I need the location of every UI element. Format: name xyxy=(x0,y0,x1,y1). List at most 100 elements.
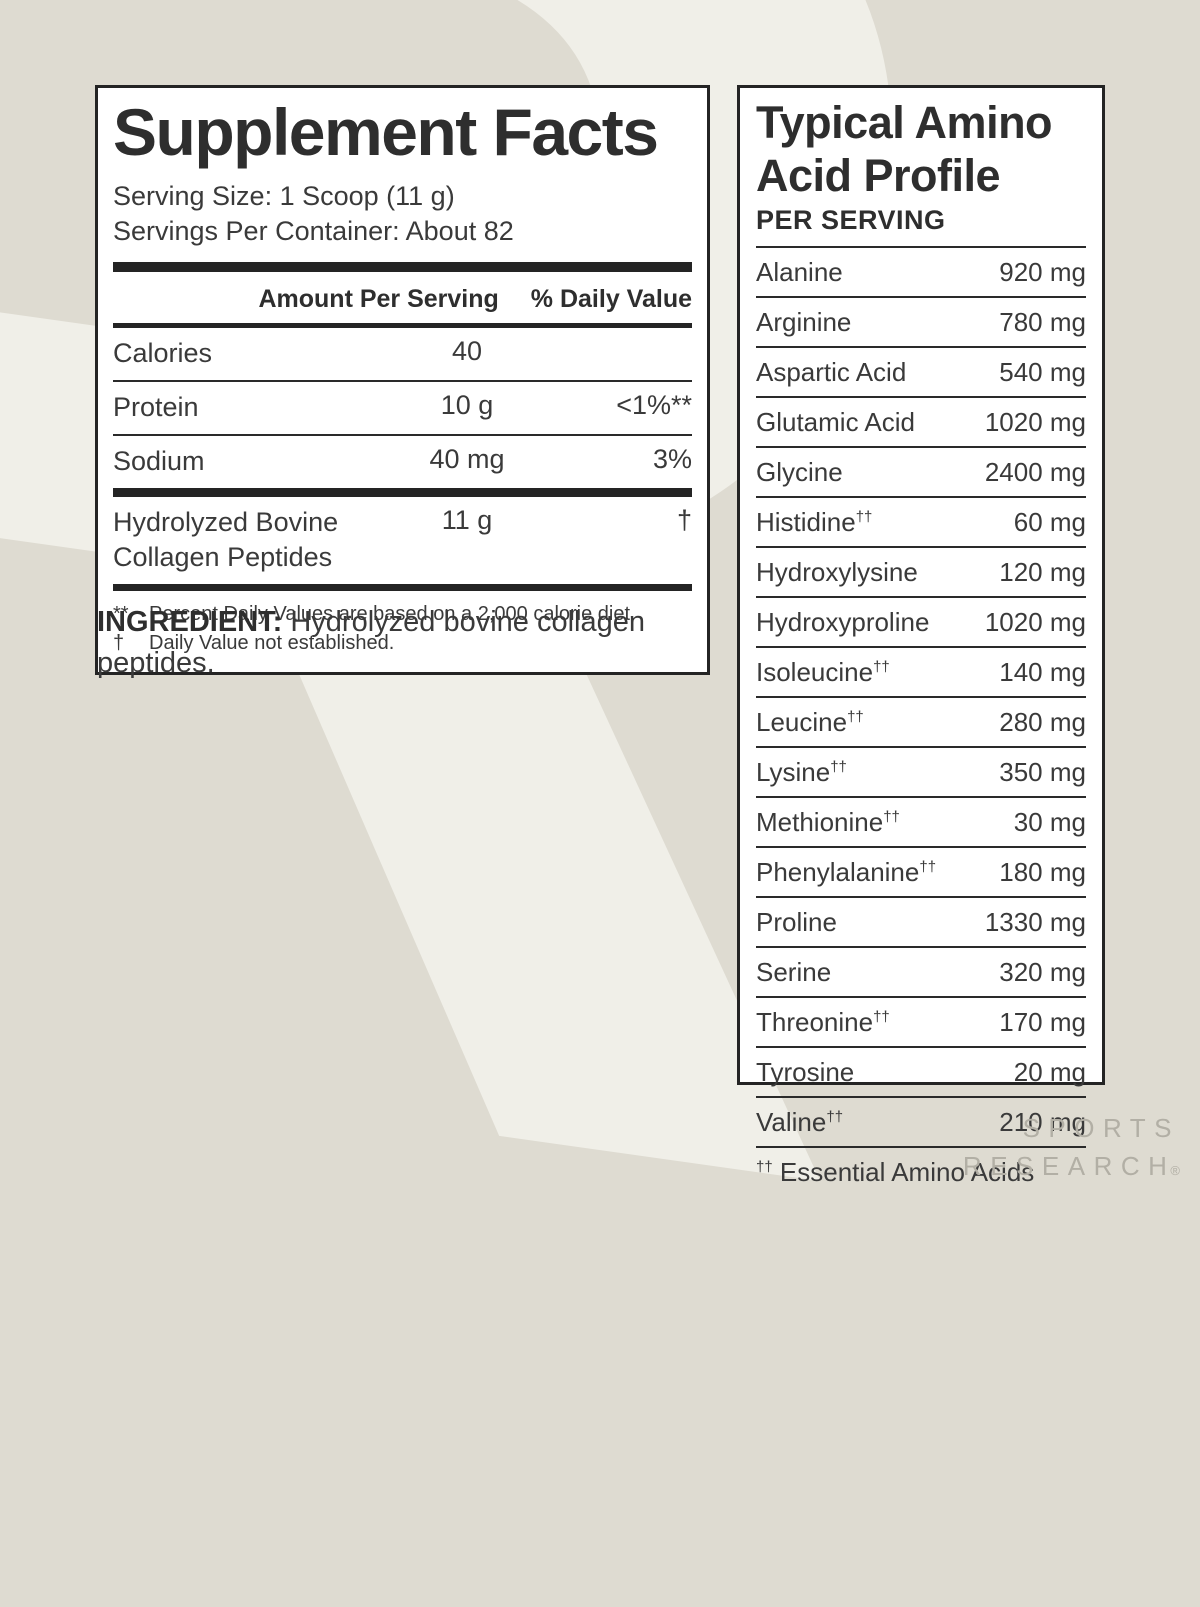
supplement-facts-rows: Calories 40 Protein 10 g <1%** Sodium 40… xyxy=(113,328,692,584)
footnote-marker: ** xyxy=(113,603,129,626)
amount-per-serving-header: Amount Per Serving xyxy=(258,284,499,313)
amino-acid-row: Tyrosine 20 mg xyxy=(756,1048,1086,1099)
amino-acid-row: Proline 1330 mg xyxy=(756,898,1086,949)
nutrient-name: Sodium xyxy=(113,445,205,476)
amino-acid-row: Alanine 920 mg xyxy=(756,248,1086,299)
divider-medium-2 xyxy=(113,584,692,592)
nutrient-name: Calories xyxy=(113,337,213,368)
amino-acid-name: Lysine†† xyxy=(756,757,847,788)
amino-acid-row: Arginine 780 mg xyxy=(756,298,1086,349)
amino-acid-row: Hydroxyproline 1020 mg xyxy=(756,598,1086,649)
essential-marker: †† xyxy=(847,708,864,726)
amino-acid-name: Histidine†† xyxy=(756,507,873,538)
essential-marker: †† xyxy=(883,808,900,826)
nutrient-name: Hydrolyzed Bovine Collagen Peptides xyxy=(113,507,339,573)
amino-acid-amount: 280 mg xyxy=(999,707,1086,738)
amino-acid-name: Alanine xyxy=(756,257,843,288)
amino-acid-row: Glycine 2400 mg xyxy=(756,448,1086,499)
servings-per-container-text: Servings Per Container: About 82 xyxy=(113,215,514,246)
per-serving-subtitle: PER SERVING xyxy=(756,205,946,236)
nutrient-daily-value: † xyxy=(676,505,692,536)
amino-acid-row: Serine 320 mg xyxy=(756,948,1086,999)
essential-marker: †† xyxy=(830,758,847,776)
amino-acid-amount: 140 mg xyxy=(999,657,1086,688)
amino-acid-amount: 210 mg xyxy=(999,1107,1086,1138)
essential-marker: †† xyxy=(855,508,873,526)
divider-thick xyxy=(113,261,692,272)
amino-acid-row: Phenylalanine†† 180 mg xyxy=(756,848,1086,899)
amino-acid-amount: 2400 mg xyxy=(984,457,1086,488)
amino-profile-title-line1: Typical Amino xyxy=(756,97,1053,148)
nutrient-amount: 11 g xyxy=(441,505,493,536)
facts-table-header: Amount Per Serving % Daily Value xyxy=(113,272,692,323)
amino-acid-row: Histidine†† 60 mg xyxy=(756,498,1086,549)
nutrient-amount: 40 xyxy=(451,335,483,366)
nutrient-amount: 10 g xyxy=(440,389,494,420)
nutrient-row: Sodium 40 mg 3% xyxy=(113,433,692,488)
amino-acid-amount: 170 mg xyxy=(999,1007,1086,1038)
amino-acid-name: Phenylalanine†† xyxy=(756,857,937,888)
amino-acid-name: Hydroxyproline xyxy=(756,607,930,638)
serving-size-text: Serving Size: 1 Scoop (11 g) xyxy=(113,180,455,211)
nutrient-row: Calories 40 xyxy=(113,328,692,380)
nutrient-amount: 40 mg xyxy=(429,443,505,474)
amino-acid-amount: 180 mg xyxy=(999,857,1086,888)
ingredient-label: INGREDIENT: xyxy=(97,606,283,638)
amino-acid-name: Arginine xyxy=(756,307,852,338)
nutrient-name: Protein xyxy=(113,391,199,422)
supplement-facts-panel: Supplement Facts Serving Size: 1 Scoop (… xyxy=(95,85,710,676)
amino-acid-row: Glutamic Acid 1020 mg xyxy=(756,398,1086,449)
nutrient-daily-value: 3% xyxy=(652,443,692,474)
amino-acid-name: Glutamic Acid xyxy=(756,407,915,438)
nutrient-row: Protein 10 g <1%** xyxy=(113,379,692,434)
amino-acid-amount: 1020 mg xyxy=(984,407,1086,438)
sports-research-wordmark: SPORTS RESEARCH® xyxy=(963,1110,1180,1185)
nutrient-row: Hydrolyzed Bovine Collagen Peptides 11 g… xyxy=(113,488,692,584)
amino-acid-name: Proline xyxy=(756,907,837,938)
wordmark-line1: SPORTS xyxy=(1022,1113,1180,1143)
amino-profile-title: Typical Amino Acid Profile xyxy=(756,97,1086,202)
amino-acid-amount: 1020 mg xyxy=(984,607,1086,638)
amino-acid-amount: 20 mg xyxy=(1013,1057,1086,1088)
amino-acid-amount: 540 mg xyxy=(999,357,1086,388)
essential-marker: †† xyxy=(873,658,890,676)
footnote-text: Percent Daily Values are based on a 2,00… xyxy=(149,603,636,626)
essential-footnote-text: Essential Amino Acids xyxy=(779,1157,1035,1188)
amino-acid-name: Glycine xyxy=(756,457,843,488)
daily-value-header: % Daily Value xyxy=(530,284,692,313)
footnote-text: Daily Value not established. xyxy=(149,632,395,655)
amino-acid-row: Threonine†† 170 mg xyxy=(756,998,1086,1049)
divider-thin xyxy=(756,246,1086,249)
facts-footnotes: ** Percent Daily Values are based on a 2… xyxy=(113,591,692,658)
registered-trademark-symbol: ® xyxy=(1170,1162,1180,1178)
essential-marker: †† xyxy=(873,1008,890,1026)
footnote-marker: † xyxy=(113,632,125,655)
amino-acid-row: Hydroxylysine 120 mg xyxy=(756,548,1086,599)
amino-acid-row: Leucine†† 280 mg xyxy=(756,698,1086,749)
nutrient-daily-value: <1%** xyxy=(616,389,692,420)
amino-acid-name: Serine xyxy=(756,957,832,988)
amino-acid-rows: Alanine 920 mg Arginine 780 mg Aspartic … xyxy=(756,248,1086,1149)
divider-medium xyxy=(113,322,692,328)
amino-acid-amount: 30 mg xyxy=(1013,807,1086,838)
amino-acid-name: Isoleucine†† xyxy=(756,657,890,688)
ingredient-statement: INGREDIENT: Hydrolyzed bovine collagen p… xyxy=(97,602,685,684)
footnote-line: † Daily Value not established. xyxy=(113,629,692,658)
amino-acid-row: Isoleucine†† 140 mg xyxy=(756,648,1086,699)
essential-footnote-marker: †† xyxy=(756,1158,773,1176)
essential-marker: †† xyxy=(826,1108,844,1126)
amino-acid-profile-panel: Typical Amino Acid Profile PER SERVING A… xyxy=(737,85,1105,1187)
amino-acid-amount: 920 mg xyxy=(999,257,1086,288)
amino-acid-amount: 60 mg xyxy=(1013,507,1086,538)
essential-marker: †† xyxy=(919,858,937,876)
supplement-facts-title: Supplement Facts xyxy=(113,95,659,169)
amino-acid-row: Lysine†† 350 mg xyxy=(756,748,1086,799)
amino-acid-name: Methionine†† xyxy=(756,807,900,838)
amino-acid-amount: 120 mg xyxy=(999,557,1086,588)
amino-acid-name: Threonine†† xyxy=(756,1007,890,1038)
amino-acid-amount: 320 mg xyxy=(999,957,1086,988)
amino-acid-name: Leucine†† xyxy=(756,707,864,738)
amino-profile-title-line2: Acid Profile xyxy=(756,149,1001,201)
amino-acid-name: Valine†† xyxy=(756,1107,844,1138)
amino-acid-name: Tyrosine xyxy=(756,1057,855,1088)
